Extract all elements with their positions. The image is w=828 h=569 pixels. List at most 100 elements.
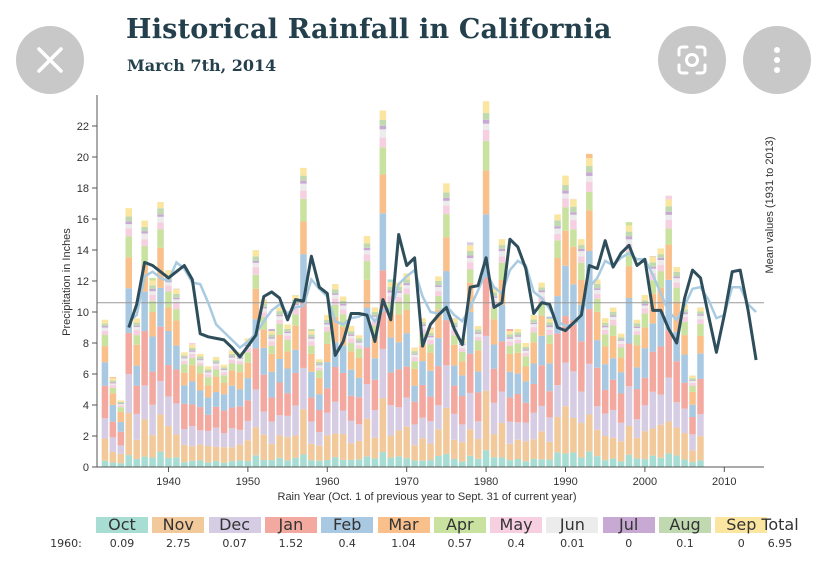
bar-segment [149,294,156,301]
bar-segment [633,334,641,346]
bar-segment [173,309,180,321]
bar-segment [609,312,617,316]
bar-segment [689,434,696,451]
bar-stack [451,318,458,467]
bar-segment [530,322,537,325]
bar-segment [514,393,522,423]
bar-segment [379,129,387,138]
bar-segment [196,390,204,408]
close-button[interactable] [16,26,84,94]
bar-segment [347,338,355,344]
bar-segment [673,361,680,403]
bar-segment [681,408,688,434]
legend-value-jan: 1.52 [278,537,304,550]
y-tick-label: 10 [77,307,89,319]
legend-value-jul: 0 [625,537,633,550]
bar-stack [292,294,299,467]
bar-segment [109,385,117,388]
bar-stack [276,307,283,467]
bar-segment [459,351,466,362]
bar-segment [498,248,506,252]
bar-segment [387,286,395,291]
bar-stack [665,195,672,467]
y-tick-label: 14 [77,245,89,257]
bar-segment [649,262,657,267]
bar-segment [466,262,474,270]
bar-stack [673,267,680,467]
bar-segment [204,372,212,375]
bar-segment [633,319,641,324]
bar-segment [586,210,593,251]
bar-segment [506,353,514,372]
bar-stack [181,352,188,467]
bar-segment [514,458,522,467]
bar-segment [355,377,363,398]
bar-segment [601,413,609,436]
bar-segment [300,180,307,184]
bar-segment [268,443,275,461]
bar-segment [173,345,180,370]
bar-segment [554,220,561,227]
bar-segment [665,330,672,378]
bar-segment [673,427,680,456]
bar-segment [633,327,641,332]
bar-stack [609,307,617,467]
legend-month-apr: Apr [433,517,486,533]
bar-stack [189,343,196,467]
more-button[interactable] [743,26,811,94]
bar-segment [649,428,657,456]
bar-segment [109,393,117,405]
bar-segment [212,363,220,366]
bar-segment [530,327,537,333]
bar-segment [665,377,672,422]
bar-segment [641,431,649,460]
bar-segment [601,334,609,347]
bar-segment [665,279,672,331]
bar-segment [689,416,696,435]
bar-stack [355,335,363,467]
bar-stack [411,347,418,467]
bar-stack [641,294,649,467]
bar-segment [117,400,125,402]
bar-segment [617,337,625,340]
bar-segment [244,461,252,467]
bar-segment [244,348,252,353]
bar-segment [617,422,625,442]
bar-segment [689,378,696,381]
bar-stack [681,304,688,467]
bar-segment [189,351,196,355]
bar-segment [586,166,593,173]
bar-segment [514,329,522,333]
bar-segment [276,319,283,324]
bar-segment [578,279,585,305]
lens-button[interactable] [658,26,726,94]
bar-segment [657,424,665,458]
bar-segment [181,444,188,463]
bar-stack [395,282,402,467]
bar-segment [546,318,553,323]
bar-segment [165,331,172,366]
bar-segment [697,335,704,354]
bar-segment [339,309,347,315]
bar-segment [657,265,665,272]
bar-segment [617,343,625,348]
bar-segment [514,335,522,337]
bar-stack [133,318,140,467]
x-tick-label: 2000 [633,476,657,488]
bar-segment [236,358,244,362]
bar-segment [593,279,601,284]
bar-segment [498,341,506,392]
bar-stack [300,167,307,467]
bar-segment [482,214,490,278]
bar-segment [220,375,228,384]
bar-segment [228,461,236,467]
bar-segment [578,304,585,342]
bar-segment [268,353,275,372]
bar-stack [538,282,545,467]
bar-segment [617,393,625,423]
bar-segment [228,356,236,358]
bar-segment [665,244,672,280]
bar-segment [593,294,601,299]
bar-segment [689,462,696,467]
bar-segment [570,206,577,213]
